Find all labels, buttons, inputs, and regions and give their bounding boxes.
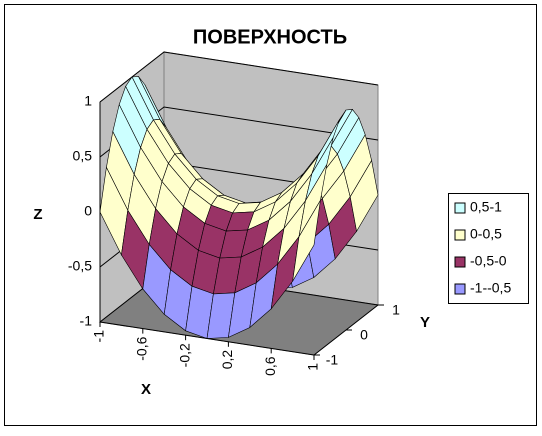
z-tick-label: 0 [84, 203, 92, 219]
z-tick-label: 0,5 [73, 148, 93, 164]
x-tick-label: -0,2 [176, 343, 192, 367]
legend-label: 0-0,5 [470, 226, 502, 242]
y-tick-label: 1 [392, 302, 400, 318]
x-axis-label: X [141, 381, 151, 398]
y-tick-label: -1 [326, 352, 339, 368]
z-tick-label: 1 [84, 93, 92, 109]
surface [99, 76, 379, 339]
z-axis-label: Z [33, 206, 42, 223]
z-tick-label: -1 [80, 313, 93, 329]
legend-swatch [454, 283, 466, 295]
legend-swatch [454, 202, 466, 214]
legend-swatch [454, 256, 466, 268]
x-tick-label: 0,6 [262, 356, 278, 376]
axis-line [313, 304, 379, 356]
x-tick-label: 1 [305, 363, 321, 371]
legend-label: -1--0,5 [470, 280, 511, 296]
y-axis-label: Y [420, 314, 430, 331]
y-tick-label: 0 [360, 327, 368, 343]
legend-label: -0,5-0 [470, 253, 507, 269]
x-tick-label: 0,2 [219, 350, 235, 370]
x-tick-label: -1 [91, 330, 107, 343]
axis-line [99, 321, 315, 356]
x-tick-label: -0,6 [134, 336, 150, 360]
surface-patch [292, 200, 321, 282]
chart-title: ПОВЕРХНОСТЬ [193, 26, 347, 48]
grid-line [99, 51, 379, 103]
z-tick-label: -0,5 [68, 258, 92, 274]
legend-label: 0,5-1 [470, 199, 502, 215]
legend-swatch [454, 229, 466, 241]
